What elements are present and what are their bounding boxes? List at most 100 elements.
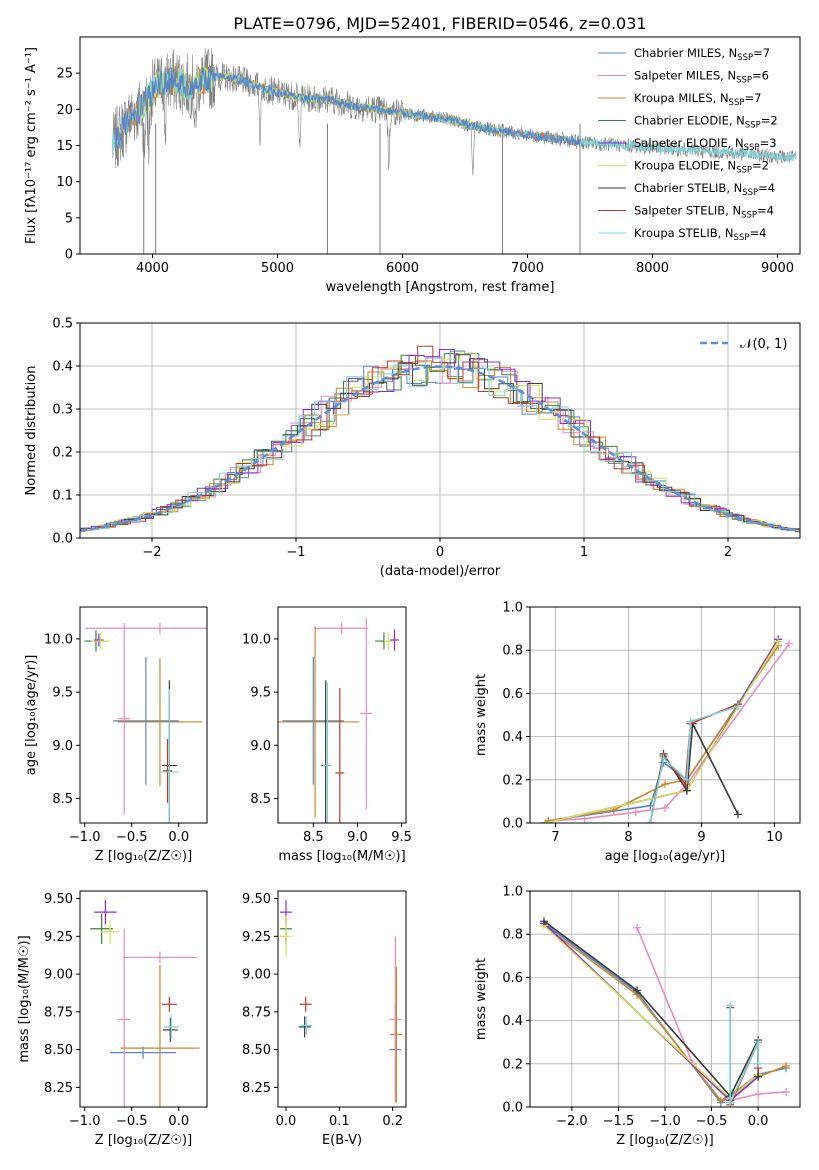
legend-nssp-value: =4 [758, 181, 775, 195]
y-tick-label: 0.0 [52, 532, 73, 547]
mass-weight-series [544, 638, 779, 823]
spectrum-legend: Chabrier MILES, NSSP=7 Salpeter MILES, NS… [598, 46, 778, 243]
plot-area [540, 635, 794, 823]
legend-nssp-value: =7 [744, 91, 761, 105]
legend-subscript: SSP [736, 76, 752, 86]
y-tick-label: 0.8 [502, 928, 523, 943]
plot-area [280, 900, 403, 1103]
x-tick-label: −0.5 [116, 1114, 148, 1129]
x-tick-label: −1.0 [649, 1114, 681, 1129]
plot-area [112, 47, 797, 254]
plot-area [539, 917, 791, 1107]
legend-entry: Kroupa STELIB, NSSP=4 [634, 226, 766, 243]
y-tick-label: 8.50 [44, 1043, 73, 1058]
y-tick-label: 0.2 [502, 773, 523, 788]
y-tick-label: 9.5 [52, 686, 73, 701]
legend-nssp-value: =2 [752, 159, 769, 173]
y-axis-label: mass [log₁₀(M/M☉)] [17, 935, 32, 1062]
x-axis-label: E(B-V) [322, 1133, 362, 1148]
x-tick-label: 7000 [511, 261, 544, 276]
axes-frame [79, 890, 208, 1108]
x-tick-label: −1 [286, 545, 305, 560]
mass-weight-series [548, 638, 779, 822]
legend-nssp-value: =3 [760, 136, 777, 150]
legend-subscript: SSP [729, 98, 745, 108]
y-axis-label: mass weight [474, 674, 489, 756]
x-tick-label: −0.5 [116, 830, 148, 845]
y-tick-label: 8.50 [242, 1043, 271, 1058]
x-tick-label: 9000 [761, 261, 794, 276]
y-tick-label: 9.50 [44, 892, 73, 907]
y-tick-label: 9.0 [250, 739, 271, 754]
axes-frame [277, 890, 407, 1108]
y-tick-label: 0.6 [502, 687, 523, 702]
legend-nssp-value: =6 [752, 69, 769, 83]
plot-area [84, 622, 207, 823]
x-tick-label: 4000 [136, 261, 169, 276]
legend-nssp-value: =7 [753, 46, 770, 60]
mass-weight-series [729, 1007, 759, 1106]
x-tick-label: −1.0 [69, 830, 101, 845]
x-tick-label: 10 [766, 830, 783, 845]
axes-frame [529, 606, 801, 824]
x-tick-label: 0.0 [168, 1114, 189, 1129]
x-tick-label: 8 [624, 830, 632, 845]
panel-ebv-mass: 0.0 0.1 0.2 8.25 8.50 8.75 9.00 9.25 9.50 E(B-V) [242, 890, 407, 1148]
x-tick-label: 0.2 [382, 1114, 403, 1129]
plot-area [90, 900, 200, 1107]
x-tick-label: 2 [724, 545, 732, 560]
plot-area [80, 345, 800, 533]
mass-weight-series [544, 638, 779, 823]
y-tick-label: 10 [56, 175, 73, 190]
y-tick-label: 0.4 [502, 730, 523, 745]
y-tick-label: 25 [56, 67, 73, 82]
y-tick-label: 5 [65, 211, 73, 226]
panel-spectrum: 4000 5000 6000 7000 8000 9000 0 5 10 15 20 25 wavele… [24, 36, 801, 295]
y-tick-label: 0.6 [502, 971, 523, 986]
residual-histogram [80, 357, 800, 531]
panel-age-weight: 7 8 9 10 0.0 0.2 0.4 0.6 0.8 1.0 age [log₁₀(age/yr… [474, 601, 801, 864]
observed-spectrum [112, 47, 797, 176]
x-tick-label: −1.5 [603, 1114, 635, 1129]
x-axis-label: Z [log₁₀(Z/Z☉)] [95, 849, 192, 864]
y-tick-label: 10.0 [44, 632, 73, 647]
panel-z-weight: −2.0 −1.5 −1.0 −0.5 0.0 0.0 0.2 0.4 0.6 0.8 1.0 Z [… [474, 885, 801, 1148]
legend-subscript: SSP [737, 53, 753, 63]
x-tick-label: 1 [580, 545, 588, 560]
legend-subscript: SSP [744, 143, 760, 153]
mass-weight-series [548, 643, 790, 822]
y-tick-label: 9.0 [52, 739, 73, 754]
x-tick-label: 6000 [386, 261, 419, 276]
y-tick-label: 0.8 [502, 644, 523, 659]
y-tick-label: 0.3 [52, 403, 73, 418]
y-tick-label: 9.00 [44, 968, 73, 983]
y-tick-label: 0.2 [502, 1057, 523, 1072]
legend-entry: Chabrier MILES, NSSP=7 [634, 46, 770, 63]
panel-z-age: −1.0 −0.5 0.0 8.5 9.0 9.5 10.0 Z [log₁₀(Z/Z☉)] a… [24, 606, 208, 864]
y-tick-label: 0.5 [52, 317, 73, 332]
legend-nssp-value: =4 [749, 226, 766, 240]
y-tick-label: 1.0 [502, 601, 523, 616]
y-tick-label: 8.5 [250, 792, 271, 807]
x-tick-label: 0.0 [276, 1114, 297, 1129]
figure-title: PLATE=0796, MJD=52401, FIBERID=0546, z=0… [233, 14, 646, 33]
legend-subscript: SSP [745, 121, 761, 131]
legend-subscript: SSP [734, 233, 750, 243]
x-tick-label: −1.0 [69, 1114, 101, 1129]
legend-entry: Kroupa ELODIE, NSSP=2 [634, 159, 769, 176]
y-tick-label: 8.5 [52, 792, 73, 807]
axes-frame [79, 606, 208, 824]
x-tick-label: 7 [551, 830, 559, 845]
y-tick-label: 0.0 [502, 817, 523, 832]
mass-weight-series [729, 1005, 759, 1104]
axes-frame [277, 606, 407, 824]
legend-entry: Kroupa MILES, NSSP=7 [634, 91, 761, 108]
legend-subscript: SSP [742, 188, 758, 198]
plot-area [278, 617, 399, 823]
y-tick-label: 8.25 [44, 1081, 73, 1096]
x-axis-label: mass [log₁₀(M/M☉)] [278, 849, 405, 864]
x-tick-label: 0.1 [329, 1114, 350, 1129]
x-tick-label: 9.0 [347, 830, 368, 845]
y-tick-label: 0.0 [502, 1101, 523, 1116]
